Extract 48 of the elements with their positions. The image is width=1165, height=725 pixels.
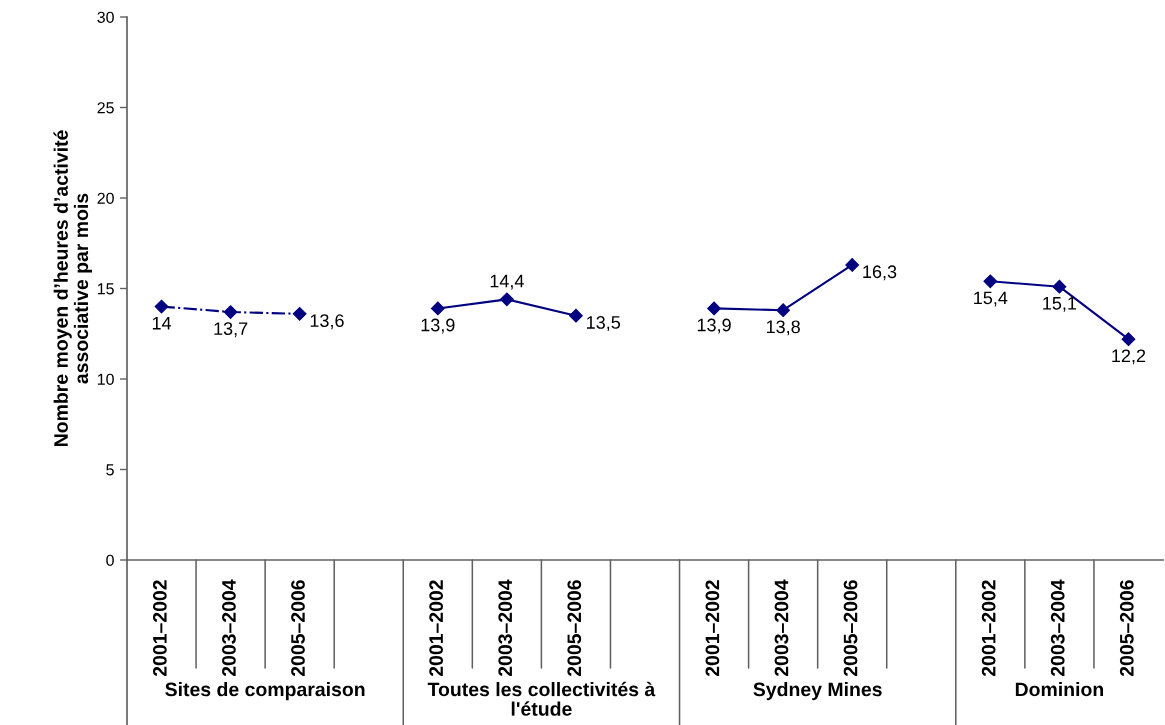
data-label: 12,2	[1112, 349, 1146, 365]
data-label: 15,1	[1043, 297, 1077, 312]
data-label: 13,9	[421, 318, 455, 334]
y-tick-label: 5	[106, 464, 114, 476]
x-tick-label: 2003–2004	[1050, 579, 1065, 677]
y-tick-label: 25	[97, 102, 114, 114]
point	[569, 308, 583, 323]
data-label: 13,9	[697, 318, 731, 334]
data-label: 16,3	[863, 265, 897, 281]
data-label: 13,5	[587, 316, 621, 331]
x-tick-label: 2001–2002	[429, 580, 444, 677]
y-tick-label: 0	[106, 554, 114, 566]
x-tick-label: 2005–2006	[291, 580, 305, 677]
point	[845, 258, 860, 272]
text: Sydney Mines	[753, 682, 882, 701]
point	[292, 306, 307, 321]
data-label: 13,7	[214, 322, 248, 338]
x-tick-label: 2003–2004	[774, 579, 789, 677]
x-tick-label: 2005–2006	[843, 580, 858, 677]
point	[983, 274, 998, 289]
point	[776, 303, 791, 318]
data-label: 13,8	[766, 320, 800, 336]
y-tick-label: 10	[97, 373, 114, 385]
point	[499, 292, 514, 307]
point	[1052, 279, 1067, 294]
y-tick-label: 15	[97, 283, 114, 295]
text: Dominion	[1015, 682, 1104, 697]
data-label: 14,4	[490, 274, 524, 290]
text: Toutes les collectivités à l'étude	[427, 681, 656, 716]
data-label: 13,6	[310, 314, 344, 330]
y-tick-label: 30	[97, 11, 114, 23]
point	[154, 299, 169, 314]
x-tick-label: 2001–2002	[981, 580, 996, 677]
data-label: 15,4	[974, 291, 1008, 307]
y-tick-label: 20	[97, 192, 114, 204]
point	[430, 301, 445, 316]
data-label: 14	[152, 316, 172, 330]
x-tick-label: 2001–2002	[152, 580, 167, 677]
x-tick-label: 2003–2004	[222, 579, 236, 677]
point	[1121, 332, 1136, 347]
x-tick-label: 2003–2004	[498, 579, 513, 677]
text: Sites de comparaison	[165, 682, 365, 701]
x-tick-label: 2001–2002	[705, 580, 720, 677]
point	[223, 305, 238, 319]
y-axis-title: Nombre moyen d’heures d’activité associative par mois	[53, 130, 92, 447]
point	[707, 301, 721, 316]
x-tick-label: 2005–2006	[567, 580, 582, 677]
x-tick-label: 2005–2006	[1119, 580, 1134, 677]
